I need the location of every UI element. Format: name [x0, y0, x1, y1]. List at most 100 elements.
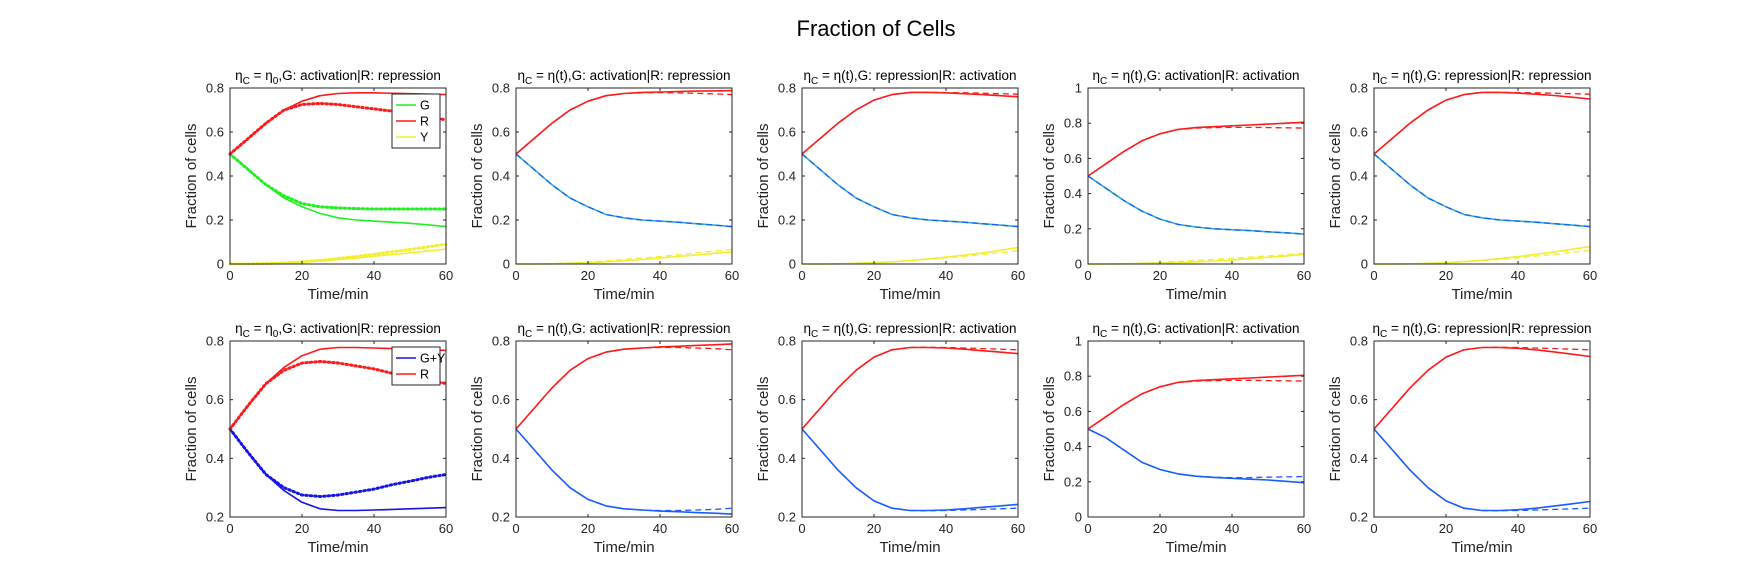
- y-axis-label: Fraction of cells: [1041, 123, 1058, 228]
- y-tick-label: 0.4: [492, 451, 510, 466]
- x-tick-label: 20: [867, 521, 881, 536]
- plot-area: [1088, 341, 1304, 517]
- series-line-3: [228, 427, 448, 498]
- x-tick-label: 60: [439, 521, 453, 536]
- x-tick-label: 20: [581, 521, 595, 536]
- series-line-3: [801, 428, 1019, 512]
- axes-box: [1087, 87, 1305, 265]
- panel-title: ηC = η(t),G: repression|R: repression: [1373, 321, 1592, 340]
- panel-title: ηC = η(t),G: repression|R: activation: [804, 321, 1017, 340]
- x-tick-label: 0: [226, 268, 233, 283]
- y-tick-label: 0.4: [206, 169, 224, 184]
- y-tick-label: 0.2: [1064, 474, 1082, 489]
- y-tick-label: 0.4: [778, 451, 796, 466]
- y-tick-label: 0.2: [206, 213, 224, 228]
- x-tick-label: 0: [1084, 268, 1091, 283]
- legend-box: [391, 346, 441, 386]
- x-axis-label: Time/min: [1165, 286, 1226, 303]
- y-tick-label: 0.4: [778, 169, 796, 184]
- x-tick-label: 60: [1011, 521, 1025, 536]
- x-tick-label: 20: [1153, 521, 1167, 536]
- y-tick-label: 0.4: [1350, 169, 1368, 184]
- chart-panel-9: 0 20 40 60 0 0.2 0.4 0.6 0.8 1 Time/min Fraction of…: [1041, 321, 1311, 556]
- y-tick-label: 0.6: [1350, 125, 1368, 140]
- y-tick-label: 0: [1075, 257, 1082, 272]
- axes-box: [229, 340, 447, 518]
- x-tick-label: 40: [367, 521, 381, 536]
- plot-area: [1088, 88, 1304, 264]
- series-line-4: [1087, 175, 1305, 235]
- y-tick-label: 0: [1361, 257, 1368, 272]
- y-tick-label: 0.6: [206, 125, 224, 140]
- y-tick-label: 0.6: [1064, 151, 1082, 166]
- y-tick-label: 0.4: [492, 169, 510, 184]
- y-axis-label: Fraction of cells: [1327, 376, 1344, 481]
- series-line-6: [802, 250, 1019, 265]
- x-tick-label: 40: [1511, 521, 1525, 536]
- x-axis-label: Time/min: [879, 286, 940, 303]
- series-line-6: [1374, 249, 1591, 265]
- x-tick-label: 40: [1225, 268, 1239, 283]
- series-line-1: [801, 153, 1019, 228]
- y-tick-label: 0.8: [206, 81, 224, 96]
- y-tick-label: 0.2: [778, 213, 796, 228]
- x-axis-label: Time/min: [307, 539, 368, 556]
- x-tick-label: 20: [1153, 268, 1167, 283]
- x-axis-label: Time/min: [307, 286, 368, 303]
- x-tick-label: 40: [653, 521, 667, 536]
- legend-entry: R: [420, 115, 429, 129]
- y-tick-label: 0.4: [206, 451, 224, 466]
- y-axis-label: Fraction of cells: [469, 123, 486, 228]
- y-tick-label: 0.8: [206, 334, 224, 349]
- chart-panel-8: 0 20 40 60 0.2 0.4 0.6 0.8 Time/min Fraction of c…: [755, 321, 1025, 556]
- x-tick-label: 20: [295, 268, 309, 283]
- plot-area: [802, 88, 1018, 264]
- x-tick-label: 60: [439, 268, 453, 283]
- series-line-4: [228, 152, 448, 211]
- x-tick-label: 60: [725, 268, 739, 283]
- series-line-6: [1088, 252, 1305, 265]
- y-tick-label: 0.2: [492, 213, 510, 228]
- panel-title: ηC = η(t),G: repression|R: activation: [804, 68, 1017, 87]
- x-tick-label: 20: [867, 268, 881, 283]
- y-tick-label: 0.2: [206, 510, 224, 525]
- series-line-4: [515, 346, 733, 430]
- series-line-5: [1087, 126, 1305, 177]
- series-line-4: [801, 346, 1019, 430]
- x-tick-label: 40: [1511, 268, 1525, 283]
- figure-title: Fraction of Cells: [797, 16, 956, 41]
- axes-box: [515, 340, 733, 518]
- panel-title: ηC = η(t),G: activation|R: repression: [518, 68, 731, 87]
- legend: GRY: [391, 93, 441, 149]
- chart-panel-1: 0 20 40 60 0 0.2 0.4 0.6 0.8 Time/min Fraction of …: [183, 68, 453, 303]
- y-tick-label: 0: [789, 257, 796, 272]
- legend-entry: G: [420, 99, 430, 113]
- x-tick-label: 60: [1297, 521, 1311, 536]
- x-tick-label: 60: [1583, 521, 1597, 536]
- x-tick-label: 60: [725, 521, 739, 536]
- y-tick-label: 0.8: [778, 334, 796, 349]
- chart-grid: 0 20 40 60 0 0.2 0.4 0.6 0.8 Time/min Fraction of …: [183, 68, 1597, 556]
- plot-area: [1374, 341, 1590, 517]
- y-tick-label: 0.6: [492, 392, 510, 407]
- x-tick-label: 20: [1439, 268, 1453, 283]
- y-tick-label: 0.4: [1350, 451, 1368, 466]
- x-tick-label: 40: [939, 268, 953, 283]
- legend-entry: G+Y: [420, 352, 446, 366]
- series-line-3: [1087, 428, 1305, 479]
- panel-title: ηC = η(t),G: activation|R: activation: [1093, 68, 1300, 87]
- y-tick-label: 0: [1075, 510, 1082, 525]
- chart-panel-5: 0 20 40 60 0 0.2 0.4 0.6 0.8 Time/min Fraction of …: [1327, 68, 1597, 303]
- panel-title: ηC = η0,G: activation|R: repression: [235, 321, 441, 340]
- y-axis-label: Fraction of cells: [755, 376, 772, 481]
- x-tick-label: 0: [1084, 521, 1091, 536]
- x-tick-label: 40: [367, 268, 381, 283]
- y-axis-label: Fraction of cells: [183, 123, 200, 228]
- y-tick-label: 0.6: [778, 392, 796, 407]
- chart-panel-2: 0 20 40 60 0 0.2 0.4 0.6 0.8 Time/min Fraction of …: [469, 68, 739, 303]
- y-tick-label: 0.6: [1064, 404, 1082, 419]
- chart-panel-10: 0 20 40 60 0.2 0.4 0.6 0.8 Time/min Fraction of c…: [1327, 321, 1597, 556]
- series-line-1: [515, 153, 733, 228]
- x-axis-label: Time/min: [1451, 286, 1512, 303]
